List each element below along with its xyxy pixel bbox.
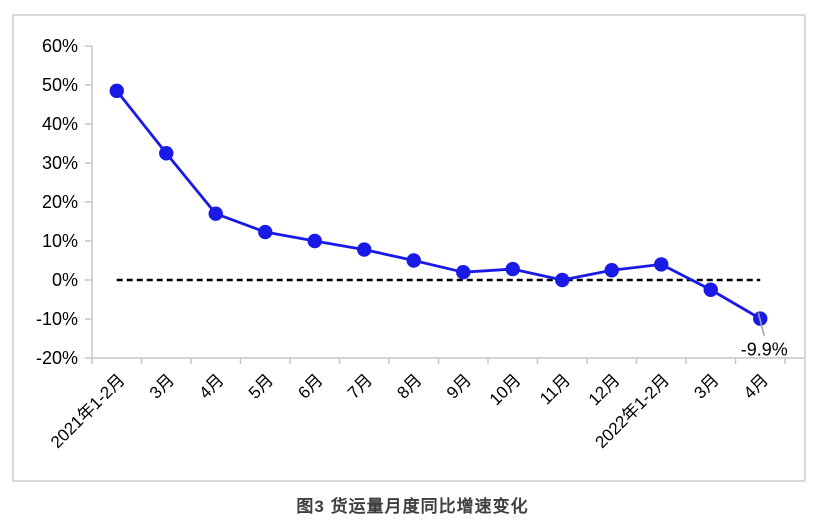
y-axis-label: 60% [42, 36, 78, 56]
data-point [109, 83, 124, 99]
data-point [456, 265, 471, 280]
figure-caption: 图3 货运量月度同比增速变化 [296, 497, 529, 516]
y-axis-label: 10% [42, 231, 78, 251]
y-axis-label: -20% [36, 348, 78, 368]
y-axis-label: 40% [42, 114, 78, 134]
data-point [604, 263, 619, 278]
chart-canvas: 60%50%40%30%20%10%0%-10%-20%2021年1-2月 3月 4… [12, 14, 806, 482]
data-point [505, 261, 520, 277]
data-point [703, 282, 718, 297]
annotation-label: -9.9% [741, 340, 788, 360]
data-point [208, 206, 223, 221]
data-point [555, 272, 570, 288]
data-point [307, 233, 322, 249]
data-point [357, 242, 372, 257]
data-point [406, 253, 421, 268]
data-point [159, 146, 174, 161]
data-point [654, 257, 669, 272]
y-axis-label: 0% [52, 270, 78, 290]
y-axis-label: 20% [42, 192, 78, 212]
chart-frame [12, 14, 806, 482]
data-point [258, 224, 273, 240]
y-axis-label: 50% [42, 75, 78, 95]
y-axis-label: -10% [36, 309, 78, 329]
y-axis-label: 30% [42, 153, 78, 173]
data-line [115, 89, 761, 320]
annotation-leader-line [757, 312, 766, 336]
